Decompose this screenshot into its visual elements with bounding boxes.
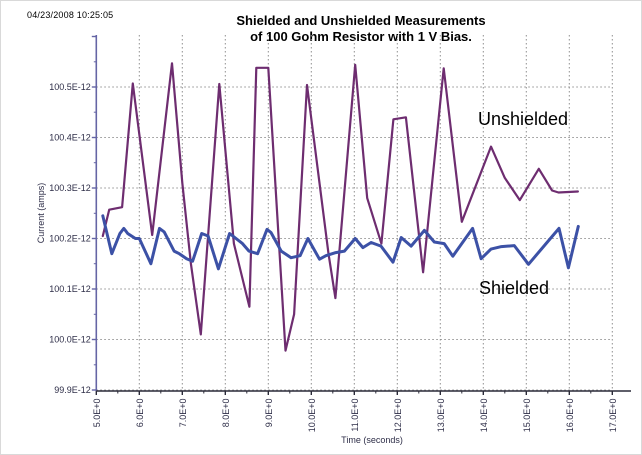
x-tick-label: 10.0E+0 (307, 399, 317, 433)
x-tick-label: 15.0E+0 (522, 399, 532, 433)
x-tick-label: 17.0E+0 (608, 399, 618, 433)
chart-title-line1: Shielded and Unshielded Measurements (236, 13, 486, 28)
x-tick-label: 14.0E+0 (479, 399, 489, 433)
shielded-series-label: Shielded (479, 278, 550, 298)
y-tick-label: 100.0E-12 (49, 335, 91, 345)
x-tick-label: 6.0E+0 (135, 399, 145, 428)
x-tick-label: 11.0E+0 (350, 399, 360, 432)
x-axis-title: Time (seconds) (341, 435, 403, 445)
timestamp: 04/23/2008 10:25:05 (27, 10, 114, 20)
x-tick-label: 16.0E+0 (565, 399, 575, 433)
chart-title-line2: of 100 Gohm Resistor with 1 V Bias. (250, 29, 472, 44)
chart-title: Shielded and Unshielded Measurements of … (96, 13, 626, 45)
unshielded-series-line (101, 62, 580, 352)
y-tick-label: 100.1E-12 (49, 284, 91, 294)
x-tick-label: 9.0E+0 (264, 399, 274, 428)
y-tick-label: 100.2E-12 (49, 234, 91, 244)
y-tick-label: 100.5E-12 (49, 82, 91, 92)
y-tick-label: 100.3E-12 (49, 183, 91, 193)
x-tick-label: 5.0E+0 (92, 399, 102, 428)
x-tick-label: 13.0E+0 (436, 399, 446, 433)
x-tick-label: 12.0E+0 (393, 399, 403, 433)
y-tick-label: 99.9E-12 (54, 385, 91, 395)
y-tick-label: 100.4E-12 (49, 133, 91, 143)
unshielded-series-label: Unshielded (478, 109, 569, 129)
shielded-series-line (101, 214, 580, 271)
y-axis-title: Current (amps) (36, 182, 46, 244)
x-tick-label: 8.0E+0 (221, 399, 231, 428)
x-tick-label: 7.0E+0 (178, 399, 188, 428)
